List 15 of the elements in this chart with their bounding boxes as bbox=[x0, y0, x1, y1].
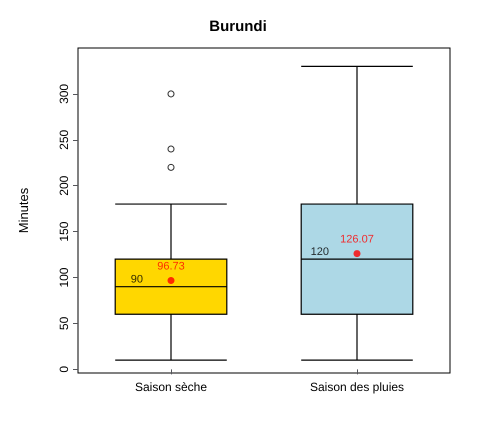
chart-title: Burundi bbox=[209, 18, 267, 35]
data-label: 96.73 bbox=[157, 260, 185, 273]
y-tick-label: 200 bbox=[57, 175, 71, 196]
data-label: 126.07 bbox=[340, 234, 374, 246]
x-tick-label: Saison sèche bbox=[134, 380, 208, 394]
annotation: 120 bbox=[310, 246, 329, 258]
annotation: 90 bbox=[130, 274, 143, 286]
x-tick-label: Saison des pluies bbox=[310, 380, 404, 394]
y-tick-label: 150 bbox=[57, 221, 71, 242]
y-tick-label: 0 bbox=[57, 366, 71, 373]
y-axis-title: Minutes bbox=[16, 187, 31, 234]
y-tick-label: 50 bbox=[57, 316, 71, 330]
y-tick-label: 100 bbox=[57, 267, 71, 288]
y-tick-label: 300 bbox=[57, 84, 71, 104]
y-tick-label: 250 bbox=[57, 129, 71, 150]
